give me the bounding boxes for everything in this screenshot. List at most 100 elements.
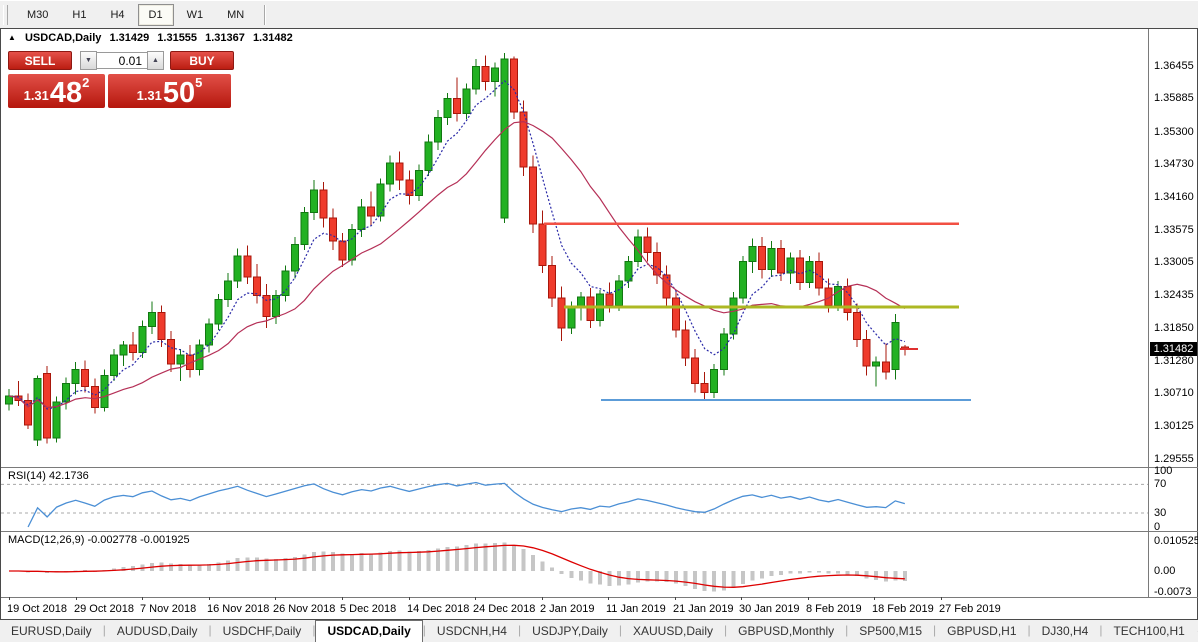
candle-body [471,65,480,90]
macd-histogram-bar [864,571,869,579]
tab-usdchf-daily[interactable]: USDCHF,Daily [222,624,302,638]
candle-body [691,357,700,384]
macd-histogram-bar [836,571,841,574]
timeframe-toolbar: M30 H1 H4 D1 W1 MN [0,0,1198,29]
volume-decrease-button[interactable]: ▼ [80,51,97,70]
timeframe-button-h4[interactable]: H4 [110,9,125,21]
toolbar-grip-icon[interactable] [3,5,8,25]
bid-price-sup: 2 [82,75,90,90]
macd-histogram-bar [797,571,802,574]
tab-usdcnh-h4[interactable]: USDCNH,H4 [436,624,507,638]
candle-body [624,260,633,282]
tab-usdcad-daily[interactable]: USDCAD,Daily [315,620,423,642]
rsi-indicator-label: RSI(14) 42.1736 [8,470,89,482]
tab-eurusd-daily[interactable]: EURUSD,Daily [11,624,92,638]
candle-body [872,361,881,367]
candle-body [700,382,709,393]
chart-title: ▲ USDCAD,Daily 1.31429 1.31555 1.31367 1… [8,32,298,44]
candle-body [138,325,147,354]
tab-xauusd-daily[interactable]: XAUUSD,Daily [633,624,714,638]
macd-histogram-bar [407,551,412,571]
time-tick-label: 19 Oct 2018 [7,603,67,615]
ohlc-low: 1.31367 [205,32,245,44]
macd-histogram-bar [588,571,593,584]
sell-button[interactable]: SELL [8,51,72,70]
candle-body [195,344,204,371]
candle-body [367,206,376,217]
candle-body [233,255,242,282]
volume-increase-button[interactable]: ▲ [147,51,164,70]
candle-body [329,217,338,242]
tab-gbpusd-monthly[interactable]: GBPUSD,Monthly [738,624,835,638]
macd-histogram-bar [693,571,698,589]
tab-tech100-h1[interactable]: TECH100,H1 [1113,624,1185,638]
candle-body [386,162,395,185]
rsi-tick-label: 100 [1154,465,1173,477]
collapse-arrow-icon[interactable]: ▲ [8,33,16,42]
macd-histogram-bar [855,571,860,577]
macd-histogram-bar [674,571,679,584]
candle-body [33,378,42,441]
macd-histogram-bar [197,564,202,571]
macd-histogram-bar [235,558,240,571]
macd-histogram-bar [445,546,450,571]
candle-body [614,280,623,306]
candle-body [424,141,433,171]
macd-histogram-bar [807,571,812,573]
macd-histogram-bar [788,571,793,574]
macd-histogram-bar [273,558,278,571]
candle-body [405,179,414,196]
candle-body [824,287,833,306]
macd-histogram-bar [521,549,526,571]
candle-body [491,67,500,83]
tab-gbpusd-h1[interactable]: GBPUSD,H1 [947,624,1017,638]
candle-body [262,295,271,318]
candlestick-chart[interactable] [1,29,1198,619]
timeframe-button-m30[interactable]: M30 [27,9,49,21]
macd-histogram-bar [169,563,174,571]
price-tick-label: 1.29555 [1154,452,1194,465]
ask-price-prefix: 1.31 [136,88,162,103]
timeframe-button-mn[interactable]: MN [227,9,245,21]
candle-body [62,382,71,403]
candle-body [157,312,166,340]
tabs-scroll-left-icon[interactable]: ◄ [1196,626,1198,636]
macd-histogram-bar [874,571,879,581]
candle-body [643,236,652,253]
buy-button[interactable]: BUY [170,51,234,70]
volume-input[interactable] [97,52,147,69]
timeframe-button-d1[interactable]: D1 [137,4,174,26]
time-tick-label: 11 Jan 2019 [606,603,666,615]
macd-histogram-bar [416,551,421,571]
candle-body [81,369,90,388]
ask-price-button[interactable]: 1.31 50 5 [108,74,231,108]
macd-histogram-bar [607,571,612,586]
bid-price-button[interactable]: 1.31 48 2 [8,74,105,108]
candle-body [834,286,843,306]
symbol-tab-bar: EURUSD,Daily | AUDUSD,Daily | USDCHF,Daily | U… [0,620,1198,642]
tab-usdjpy-daily[interactable]: USDJPY,Daily [532,624,608,638]
candle-body [52,401,61,439]
price-tick-label: 1.31850 [1154,322,1194,335]
ohlc-high: 1.31555 [157,32,198,44]
tab-sp500-m15[interactable]: SP500,M15 [859,624,923,638]
timeframe-button-h1[interactable]: H1 [72,9,87,21]
macd-histogram-bar [473,543,478,571]
price-tick-label: 1.34160 [1154,190,1194,203]
tab-dj30-h4[interactable]: DJ30,H4 [1041,624,1089,638]
macd-histogram-bar [845,571,850,575]
tab-audusd-daily[interactable]: AUDUSD,Daily [116,624,198,638]
macd-histogram-bar [512,544,517,571]
tab-divider: | [845,623,849,637]
candle-body [414,169,423,196]
candle-body [348,229,357,261]
macd-histogram-bar [321,551,326,571]
price-tick-label: 1.33575 [1154,223,1194,236]
macd-histogram-bar [178,563,183,571]
macd-histogram-bar [702,571,707,592]
tab-divider: | [312,623,316,637]
candle-body [853,312,862,340]
timeframe-button-w1[interactable]: W1 [186,9,204,21]
macd-histogram-bar [311,552,316,571]
macd-histogram-bar [655,571,660,582]
